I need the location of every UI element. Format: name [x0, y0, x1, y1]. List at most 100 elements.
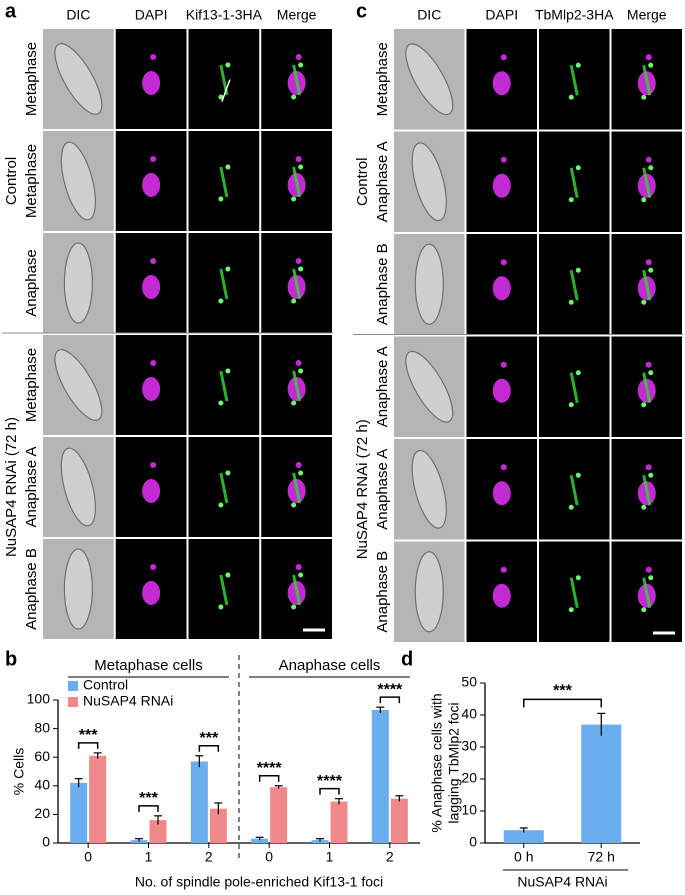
- green-signal: [219, 268, 229, 300]
- row-label: Metaphase: [23, 144, 40, 218]
- group-label: NuSAP4 RNAi (72 h): [3, 417, 20, 557]
- x-tick-label: 1: [145, 849, 153, 865]
- green-focus: [225, 470, 231, 476]
- kinetoplast: [645, 54, 652, 61]
- x-tick-label: 72 h: [588, 849, 615, 865]
- dapi-stain: [492, 71, 511, 96]
- cell-outline: [405, 350, 454, 423]
- green-signal: [642, 474, 652, 506]
- green-focus: [218, 196, 224, 202]
- green-focus: [575, 62, 581, 68]
- significance-bracket: [258, 775, 280, 782]
- green-signal: [292, 268, 302, 300]
- kinetoplast: [150, 360, 157, 366]
- y-tick-label: 0: [469, 834, 477, 850]
- green-focus: [225, 266, 231, 272]
- green-signal: [569, 269, 579, 301]
- row-label: Anaphase: [23, 249, 40, 317]
- significance-bracket: [379, 696, 401, 704]
- green-focus: [575, 267, 581, 273]
- green-focus: [641, 197, 647, 203]
- dapi-stain: [142, 377, 161, 401]
- group-header: Anaphase cells: [279, 657, 381, 674]
- green-focus: [298, 470, 304, 476]
- row-label: Anaphase A: [23, 447, 40, 528]
- significance-label: ***: [79, 727, 98, 744]
- bar: [209, 808, 227, 843]
- green-focus: [291, 298, 297, 304]
- dapi-stain: [492, 481, 511, 506]
- bar: [70, 782, 88, 843]
- column-header: DIC: [66, 7, 90, 23]
- cell-outline: [60, 141, 97, 221]
- green-focus: [648, 165, 654, 171]
- y-tick-label: 60: [34, 748, 50, 764]
- y-tick-label: 100: [27, 691, 51, 707]
- green-focus: [218, 604, 224, 610]
- kinetoplast: [295, 564, 302, 570]
- significance-label: ****: [377, 681, 403, 698]
- kinetoplast: [295, 54, 302, 60]
- kinetoplast: [500, 464, 507, 471]
- bar: [270, 787, 288, 843]
- dapi-stain: [492, 276, 511, 301]
- kinetoplast: [500, 54, 507, 61]
- y-tick-label: 0: [42, 834, 50, 850]
- group-header: Metaphase cells: [94, 657, 202, 674]
- y-axis-label: % Cells: [11, 748, 27, 795]
- kinetoplast: [150, 156, 157, 162]
- green-signal: [569, 372, 579, 404]
- green-signal: [292, 472, 302, 504]
- row-label: Metaphase: [374, 42, 391, 116]
- significance-label: ****: [257, 760, 283, 777]
- column-header: DIC: [417, 7, 441, 23]
- cell-outline: [54, 349, 103, 421]
- green-focus: [291, 400, 297, 406]
- green-focus: [568, 299, 574, 305]
- kinetoplast: [150, 54, 157, 60]
- bar: [371, 710, 389, 843]
- green-signal: [292, 166, 302, 198]
- y-tick-label: 80: [34, 719, 50, 735]
- dapi-stain: [142, 275, 161, 299]
- row-label: Anaphase A: [374, 449, 391, 530]
- green-focus: [218, 94, 224, 100]
- green-focus: [218, 298, 224, 304]
- y-tick-label: 40: [34, 777, 50, 793]
- green-signal: [569, 474, 579, 506]
- kinetoplast: [295, 156, 302, 162]
- green-focus: [225, 572, 231, 578]
- kinetoplast: [295, 258, 302, 264]
- green-focus: [298, 266, 304, 272]
- kinetoplast: [150, 564, 157, 570]
- cell-outline: [60, 447, 97, 527]
- row-label: Anaphase B: [374, 243, 391, 325]
- cell-outline: [54, 43, 103, 115]
- row-label: Anaphase A: [374, 141, 391, 222]
- kinetoplast: [295, 360, 302, 366]
- green-focus: [218, 400, 224, 406]
- kinetoplast: [150, 462, 157, 468]
- green-focus: [648, 370, 654, 376]
- panel-label: c: [356, 0, 367, 22]
- dapi-stain: [142, 479, 161, 503]
- kinetoplast: [645, 566, 652, 573]
- y-tick-label: 20: [461, 770, 477, 786]
- green-focus: [575, 472, 581, 478]
- bar: [581, 724, 622, 843]
- column-header: Kif13-1-3HA: [186, 7, 263, 23]
- kinetoplast: [645, 259, 652, 266]
- green-signal: [642, 64, 652, 96]
- row-label: Anaphase B: [23, 548, 40, 630]
- column-header: TbMlp2-3HA: [535, 7, 614, 23]
- green-signal: [642, 167, 652, 199]
- green-focus: [641, 299, 647, 305]
- y-axis-label: % Anaphase cells with: [429, 693, 445, 832]
- significance-label: ****: [317, 773, 343, 790]
- green-signal: [569, 577, 579, 609]
- bar: [390, 798, 408, 843]
- green-focus: [648, 267, 654, 273]
- green-focus: [648, 472, 654, 478]
- green-signal: [642, 577, 652, 609]
